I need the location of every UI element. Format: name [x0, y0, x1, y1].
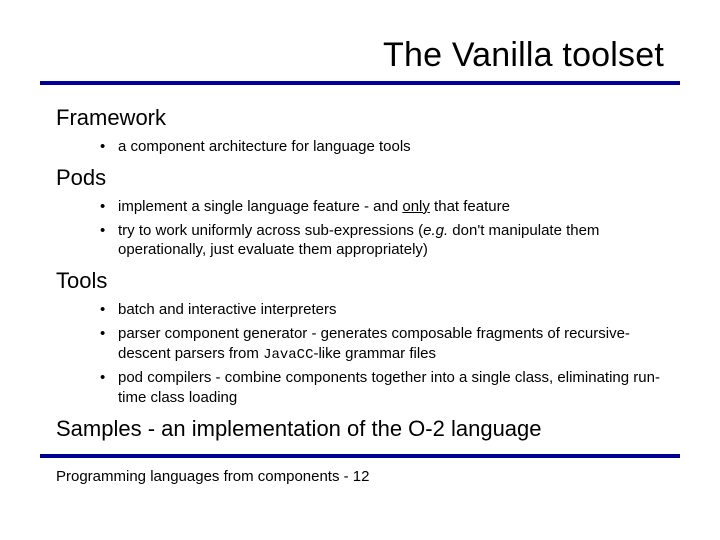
bullet-text-post: that feature [430, 198, 510, 215]
bullet-text-post: -like grammar files [313, 345, 436, 362]
heading-tools: Tools [56, 268, 664, 294]
title-area: The Vanilla toolset [0, 0, 720, 75]
paren-close: ) [423, 241, 428, 258]
pods-list: implement a single language feature - an… [56, 197, 664, 260]
bullet-text-underline: only [402, 198, 430, 215]
bullet-text-pre: implement a single language feature - an… [118, 198, 402, 215]
slide: The Vanilla toolset Framework a componen… [0, 0, 720, 540]
list-item: pod compilers - combine components toget… [100, 368, 664, 408]
bullet-text: pod compilers - combine components toget… [118, 369, 660, 406]
heading-samples: Samples - an implementation of the O-2 l… [56, 416, 664, 442]
bullet-text: batch and interactive interpreters [118, 301, 336, 318]
bullet-eg: e.g. [423, 222, 448, 239]
content: Framework a component architecture for l… [0, 85, 720, 442]
bullet-text-pre: try to work uniformly across sub-express… [118, 222, 418, 239]
list-item: parser component generator - generates c… [100, 324, 664, 364]
list-item: try to work uniformly across sub-express… [100, 221, 664, 261]
list-item: batch and interactive interpreters [100, 300, 664, 320]
list-item: a component architecture for language to… [100, 137, 664, 157]
heading-pods: Pods [56, 165, 664, 191]
heading-framework: Framework [56, 105, 664, 131]
tools-list: batch and interactive interpreters parse… [56, 300, 664, 408]
bullet-code: JavaCC [263, 347, 313, 363]
bullet-text: a component architecture for language to… [118, 138, 411, 155]
list-item: implement a single language feature - an… [100, 197, 664, 217]
footer-text: Programming languages from components - … [0, 458, 720, 485]
framework-list: a component architecture for language to… [56, 137, 664, 157]
slide-title: The Vanilla toolset [56, 36, 664, 75]
